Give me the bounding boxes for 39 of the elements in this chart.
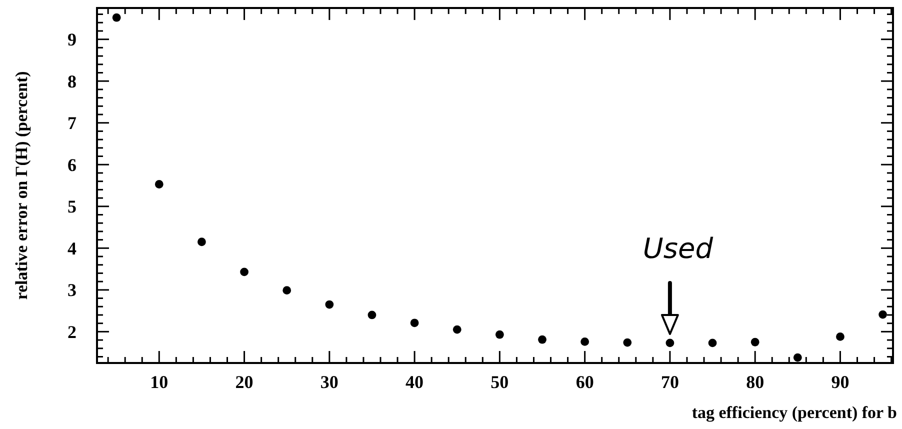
x-tick-label: 10 [150,372,168,392]
point [623,338,632,347]
point [198,238,206,246]
annotation: Used [642,232,714,265]
point [495,330,504,339]
x-tick-label: 90 [831,372,850,392]
point [708,338,717,348]
y-tick-label: 6 [68,154,76,175]
y-tick-label: 2 [68,322,76,342]
point [580,338,590,346]
point [878,310,887,319]
point [666,338,674,348]
point [154,180,164,188]
point [538,335,546,344]
point [112,13,121,22]
x-tick-label: 20 [235,372,254,392]
point [836,332,844,341]
y-axis-title: relative error on Γ(H) (percent) [12,71,31,300]
y-tick-label: 3 [68,280,76,300]
x-tick-label: 40 [406,372,424,392]
y-tick-label: 8 [68,71,76,92]
point [368,310,376,320]
y-tick-label: 7 [68,113,76,134]
point [240,268,248,276]
point [325,300,334,309]
x-tick-label: 30 [320,372,338,392]
point [410,318,419,328]
point [750,338,760,346]
x-axis-title: tag efficiency (percent) for b [692,403,897,422]
x-tick-label: 60 [576,372,594,392]
point [793,353,802,362]
x-tick-label: 70 [660,372,679,392]
y-tick-label: 4 [68,238,76,258]
x-tick-label: 50 [490,372,509,392]
x-tick-label: 80 [746,372,764,392]
y-tick-label: 9 [68,30,76,50]
point [452,325,462,334]
point [282,286,292,295]
y-tick-label: 5 [68,196,76,217]
